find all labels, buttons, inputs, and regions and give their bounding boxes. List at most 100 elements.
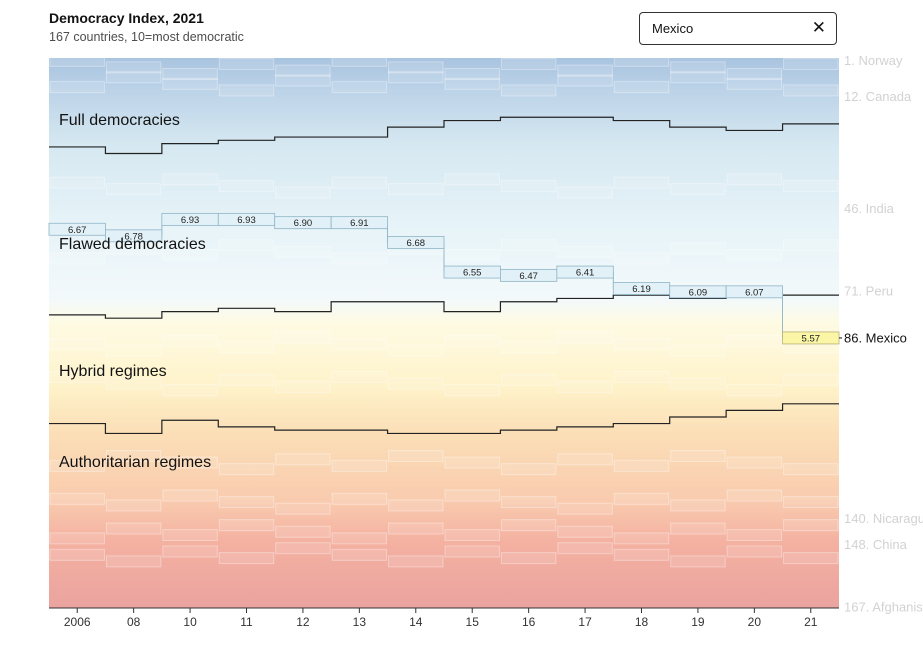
ghost-country-box bbox=[49, 492, 105, 505]
ghost-country-box bbox=[162, 249, 218, 262]
ghost-country-box bbox=[670, 242, 726, 255]
ghost-country-box bbox=[557, 74, 613, 87]
x-tick-label: 15 bbox=[466, 615, 480, 629]
ghost-country-box bbox=[500, 84, 557, 97]
x-tick-label: 20 bbox=[748, 615, 762, 629]
highlight-layer: 6.67 6.78 6.93 6.93 6.90 6.91 6.68 6.55 6.47 6.41… bbox=[48, 212, 840, 344]
highlight-score-box[interactable] bbox=[105, 229, 163, 243]
ghost-country-box bbox=[500, 374, 557, 387]
highlight-score-label: 5.57 bbox=[802, 333, 821, 344]
x-tick-label: 19 bbox=[691, 615, 705, 629]
ghost-country-box bbox=[275, 542, 331, 555]
ghost-country-box bbox=[275, 453, 331, 466]
ghost-country-box bbox=[331, 459, 388, 472]
ghost-country-box bbox=[444, 173, 500, 186]
ghost-country-box bbox=[500, 58, 557, 71]
ghost-country-box bbox=[613, 532, 670, 545]
ghost-country-box bbox=[331, 370, 388, 383]
ghost-country-box bbox=[105, 242, 162, 255]
highlight-rank-label: 86. Mexico bbox=[844, 330, 907, 345]
ghost-country-box bbox=[49, 338, 105, 351]
ghost-country-box bbox=[500, 496, 557, 509]
ghost-country-box bbox=[557, 186, 613, 199]
ghost-country-box bbox=[162, 529, 218, 542]
ghost-country-box bbox=[726, 249, 783, 262]
ghost-country-box bbox=[105, 183, 162, 196]
plot-background bbox=[49, 58, 839, 608]
ghost-country-box bbox=[388, 183, 444, 196]
ghost-country-box bbox=[218, 58, 275, 71]
ghost-country-box bbox=[218, 496, 275, 509]
right-label-layer: 1. Norway 12. Canada 46. India 71. Peru 140.… bbox=[839, 53, 923, 615]
ghost-country-box bbox=[331, 548, 388, 561]
ghost-country-box bbox=[388, 450, 444, 463]
ghost-country-box bbox=[162, 456, 218, 469]
x-tick-layer: 2006 08 10 11 12 13 14 15 16 17 18 19 20 21 bbox=[64, 608, 818, 629]
highlight-score-label: 6.93 bbox=[181, 215, 200, 226]
ghost-country-box bbox=[388, 344, 444, 357]
ghost-country-box bbox=[783, 84, 839, 97]
highlight-score-label: 6.47 bbox=[519, 271, 538, 282]
ghost-country-box bbox=[49, 370, 105, 383]
country-search-input[interactable]: Mexico ✕ bbox=[639, 12, 837, 45]
ghost-country-box bbox=[388, 71, 444, 84]
ghost-country-box bbox=[500, 519, 557, 532]
highlight-score-box[interactable] bbox=[556, 265, 614, 279]
right-country-label: 140. Nicaragua bbox=[844, 511, 923, 526]
ghost-country-box bbox=[162, 334, 218, 347]
ghost-country-box bbox=[105, 61, 162, 74]
right-country-label: 148. China bbox=[844, 537, 908, 552]
ghost-country-box bbox=[670, 344, 726, 357]
ghost-country-box bbox=[783, 496, 839, 509]
ghost-country-box bbox=[670, 183, 726, 196]
x-tick-label: 13 bbox=[353, 615, 367, 629]
ghost-country-box bbox=[726, 77, 783, 90]
highlight-score-label: 6.09 bbox=[689, 287, 708, 298]
ghost-country-box bbox=[49, 532, 105, 545]
right-country-label: 12. Canada bbox=[844, 89, 912, 104]
ghost-country-box bbox=[218, 179, 275, 192]
ghost-country-box bbox=[218, 463, 275, 476]
ghost-country-box bbox=[613, 81, 670, 94]
band-label-authoritarian: Authoritarian regimes bbox=[59, 454, 211, 471]
ghost-country-box bbox=[275, 74, 331, 87]
close-icon[interactable]: ✕ bbox=[811, 18, 826, 37]
ghost-country-box bbox=[275, 380, 331, 393]
highlight-score-label: 6.55 bbox=[463, 268, 482, 279]
ghost-country-box bbox=[613, 252, 670, 265]
highlight-score-box[interactable] bbox=[330, 216, 388, 230]
ghost-country-box bbox=[557, 64, 613, 77]
ghost-country-box bbox=[388, 522, 444, 535]
ghost-country-box bbox=[726, 529, 783, 542]
x-tick-label: 16 bbox=[522, 615, 536, 629]
ghost-country-box bbox=[218, 374, 275, 387]
ghost-country-box bbox=[275, 331, 331, 344]
x-tick-label: 10 bbox=[183, 615, 197, 629]
ghost-country-box bbox=[331, 54, 388, 67]
ghost-country-box bbox=[162, 545, 218, 558]
ghost-country-box bbox=[105, 522, 162, 535]
chart-title: Democracy Index, 2021 bbox=[49, 10, 204, 26]
highlight-score-box[interactable] bbox=[725, 285, 783, 299]
ghost-country-box bbox=[162, 67, 218, 80]
ghost-country-box bbox=[218, 84, 275, 97]
ghost-country-box bbox=[613, 176, 670, 189]
highlight-score-label: 6.68 bbox=[407, 238, 426, 249]
ghost-country-box bbox=[670, 377, 726, 390]
ghost-country-box bbox=[444, 384, 500, 397]
highlight-score-label: 6.67 bbox=[68, 225, 87, 236]
ghost-country-box bbox=[444, 489, 500, 502]
ghost-country-box bbox=[444, 67, 500, 80]
ghost-country-box bbox=[105, 555, 162, 568]
highlight-score-box[interactable] bbox=[48, 222, 106, 236]
ghost-country-box bbox=[275, 186, 331, 199]
ghost-country-box bbox=[726, 489, 783, 502]
highlight-score-box[interactable] bbox=[387, 236, 445, 249]
ghost-country-box bbox=[49, 459, 105, 472]
highlight-score-label: 6.91 bbox=[350, 218, 369, 229]
ghost-country-box bbox=[613, 338, 670, 351]
ghost-country-box bbox=[49, 176, 105, 189]
x-tick-label: 12 bbox=[296, 615, 310, 629]
ghost-country-box bbox=[388, 499, 444, 512]
ghost-country-box bbox=[444, 77, 500, 90]
